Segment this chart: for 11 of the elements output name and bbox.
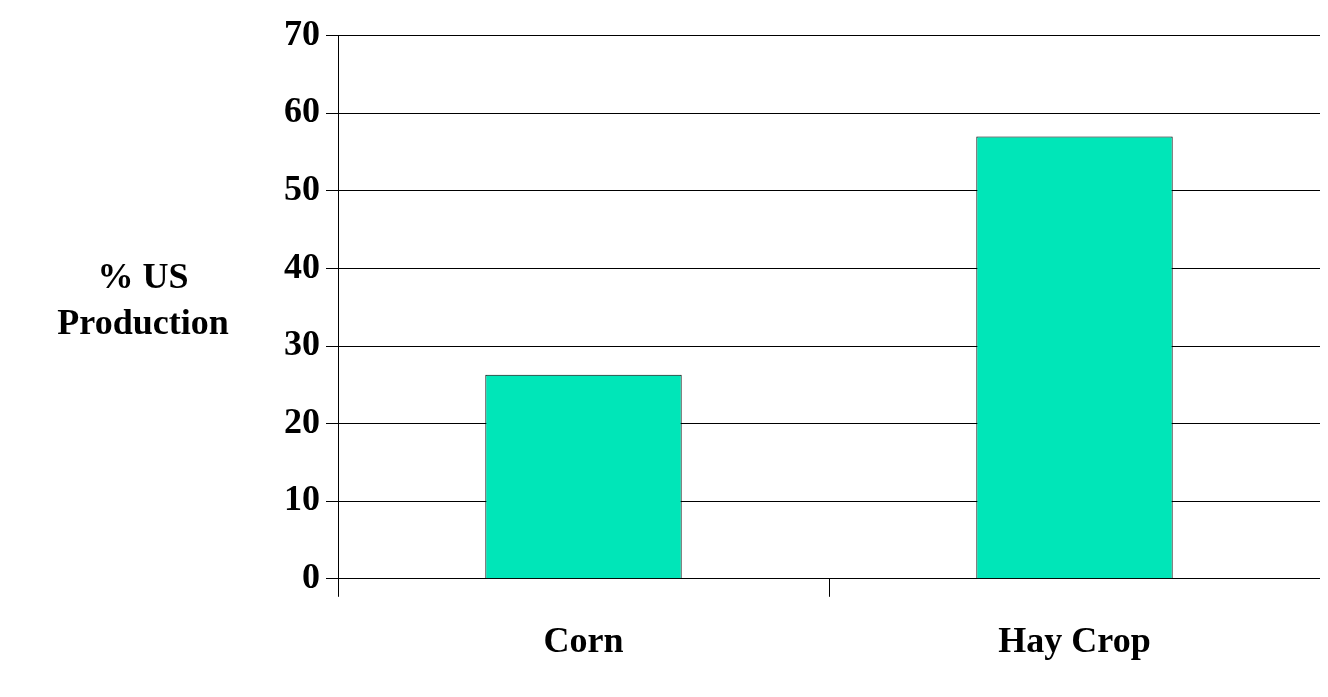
y-tick-label: 40 [284,245,320,286]
y-tick-label: 50 [284,168,320,209]
y-tick-label: 60 [284,90,320,131]
y-tick-label: 70 [284,12,320,53]
y-tick-label: 10 [284,478,320,519]
y-tick-label: 20 [284,400,320,441]
x-tick-label: Hay Crop [998,619,1151,660]
y-axis-title: % US Production [56,255,230,344]
y-tick-label: 30 [284,323,320,364]
y-tick-label: 0 [302,556,320,597]
x-tick-label: Corn [543,619,624,660]
